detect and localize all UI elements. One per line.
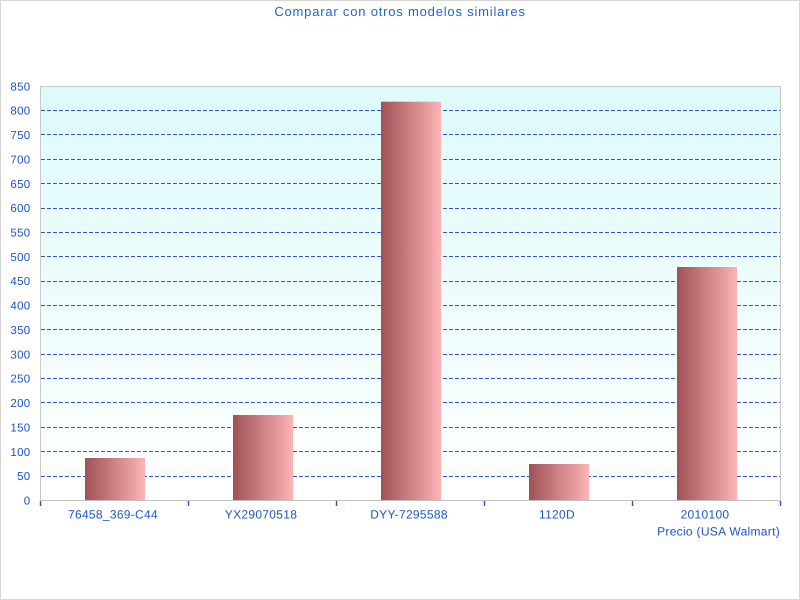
svg-text:50: 50 [17,471,30,483]
svg-text:Precio (USA Walmart): Precio (USA Walmart) [657,525,780,539]
svg-text:750: 750 [10,130,30,142]
svg-text:0: 0 [24,496,31,508]
svg-text:650: 650 [10,179,30,191]
svg-text:Comparar con otros modelos sim: Comparar con otros modelos similares [274,4,525,19]
svg-text:550: 550 [10,228,30,240]
svg-text:400: 400 [10,301,30,313]
svg-text:300: 300 [10,349,30,361]
svg-text:350: 350 [10,325,30,337]
svg-text:150: 150 [10,422,30,434]
svg-text:100: 100 [10,447,30,459]
svg-text:500: 500 [10,252,30,264]
svg-text:250: 250 [10,374,30,386]
svg-text:800: 800 [10,106,30,118]
svg-text:600: 600 [10,203,30,215]
svg-text:YX29070518: YX29070518 [225,508,297,522]
svg-text:2010100: 2010100 [681,508,730,522]
svg-text:76458_369-C44: 76458_369-C44 [68,508,158,522]
svg-text:DYY-7295588: DYY-7295588 [370,508,448,522]
svg-text:1120D: 1120D [539,508,575,522]
svg-text:200: 200 [10,398,30,410]
svg-text:450: 450 [10,276,30,288]
svg-text:850: 850 [10,81,30,93]
svg-text:700: 700 [10,154,30,166]
